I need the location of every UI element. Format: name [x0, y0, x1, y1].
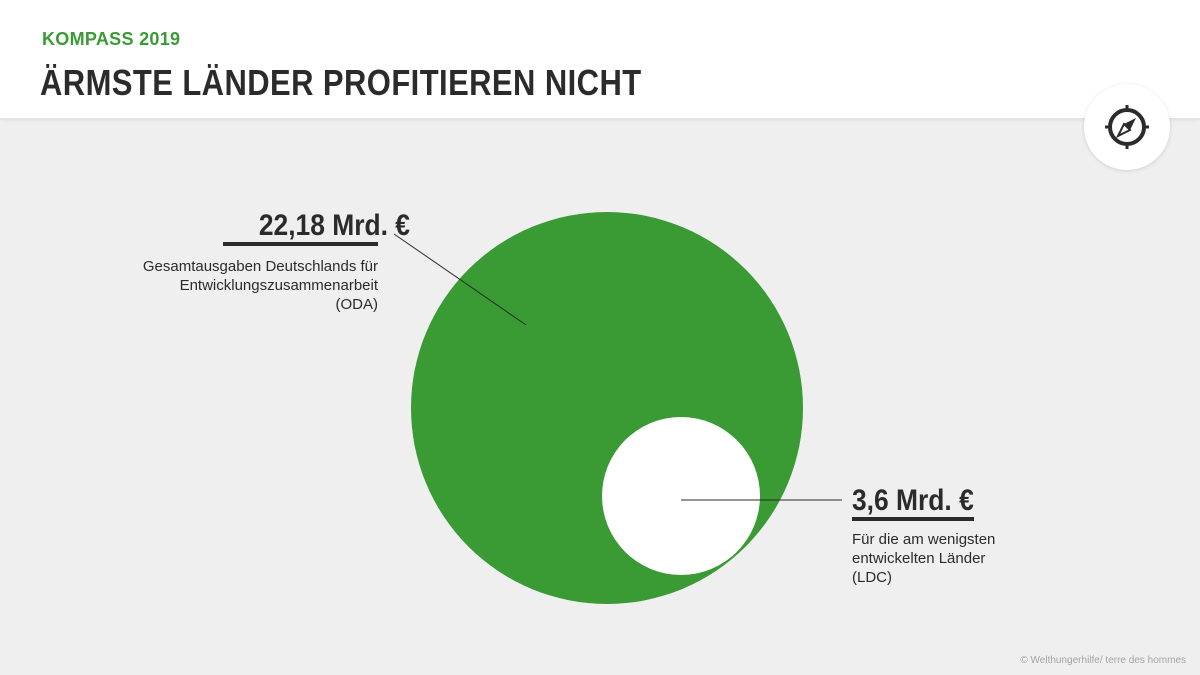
oda-description-line: Gesamtausgaben Deutschlands für — [142, 258, 378, 275]
ldc-description-line: Für die am wenigsten — [852, 531, 996, 548]
ldc-description-line: entwickelten Länder — [852, 550, 986, 567]
compass-icon — [1105, 105, 1149, 149]
ldc-value-underline — [852, 517, 974, 521]
oda-description-line: Entwicklungszusammenarbeit — [179, 277, 378, 294]
copyright-credit: © Welthungerhilfe/ terre des hommes — [1020, 655, 1186, 666]
leader-line-oda — [393, 233, 527, 326]
circle-ldc — [602, 417, 760, 575]
oda-description: Gesamtausgaben Deutschlands für Entwickl… — [100, 257, 378, 314]
page-title: ÄRMSTE LÄNDER PROFITIEREN NICHT — [40, 62, 642, 103]
circle-oda — [411, 212, 803, 604]
compass-badge — [1084, 84, 1170, 170]
oda-description-line: (ODA) — [335, 296, 379, 313]
oda-value-label: 22,18 Mrd. € — [258, 209, 410, 242]
oda-value-underline — [223, 242, 378, 246]
ldc-description: Für die am wenigsten entwickelten Länder… — [852, 530, 1052, 587]
kicker-label: KOMPASS 2019 — [42, 29, 181, 49]
ldc-value-label: 3,6 Mrd. € — [852, 484, 974, 517]
header-bar: KOMPASS 2019 ÄRMSTE LÄNDER PROFITIEREN N… — [0, 0, 1200, 118]
ldc-description-line: (LDC) — [852, 569, 892, 586]
